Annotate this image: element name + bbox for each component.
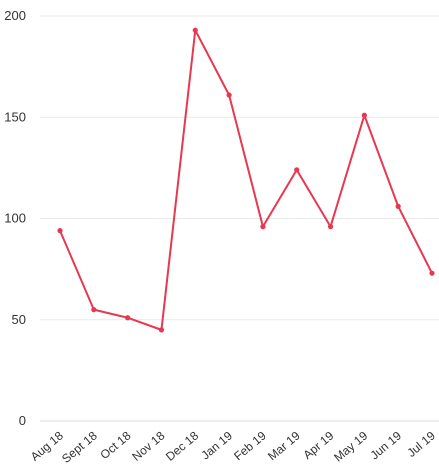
y-tick-label: 150	[4, 109, 26, 124]
x-tick-label: Sept 18	[59, 428, 100, 466]
x-tick-label: Oct 18	[97, 428, 133, 462]
y-tick-label: 100	[4, 211, 26, 226]
series-layer	[57, 27, 435, 333]
y-tick-label: 200	[4, 8, 26, 23]
x-tick-label: Feb 19	[231, 428, 269, 463]
x-tick-label: Apr 19	[300, 428, 336, 462]
data-point	[361, 112, 367, 118]
x-tick-label: Nov 18	[129, 428, 167, 463]
data-point	[158, 327, 165, 333]
grid-layer	[40, 15, 439, 422]
data-point	[327, 224, 334, 230]
data-point	[91, 307, 97, 313]
x-tick-label: Jul 19	[404, 428, 438, 460]
data-point	[429, 270, 435, 276]
x-tick-label: May 19	[331, 428, 370, 464]
y-tick-label: 50	[12, 312, 26, 327]
data-point	[57, 228, 63, 234]
y-axis-ticks: 0 50 100 150 200	[4, 8, 26, 428]
data-point	[226, 92, 232, 98]
data-point	[395, 203, 401, 209]
data-point	[192, 27, 198, 33]
data-point	[260, 224, 266, 230]
y-tick-label: 0	[19, 413, 26, 428]
x-tick-label: Dec 18	[163, 428, 201, 463]
x-tick-label: Jun 19	[368, 428, 405, 462]
data-point	[125, 315, 131, 321]
series-line	[59, 29, 433, 331]
data-point	[294, 167, 300, 173]
x-tick-label: Aug 18	[28, 428, 66, 463]
x-tick-label: Mar 19	[265, 428, 303, 463]
x-tick-label: Jan 19	[198, 428, 235, 462]
